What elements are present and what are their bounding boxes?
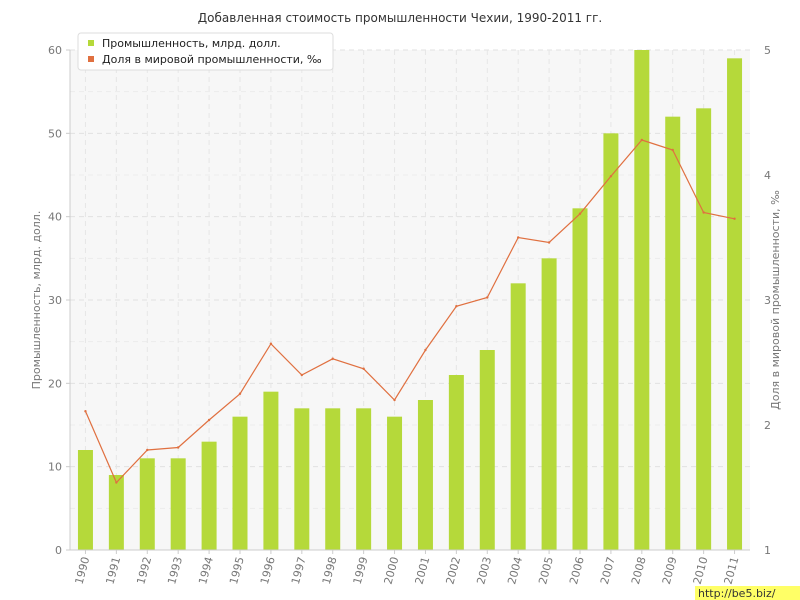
line-series <box>84 138 736 484</box>
left-tick-label: 40 <box>48 211 62 224</box>
bar-1997[interactable] <box>294 408 310 550</box>
bar-2005[interactable] <box>541 258 557 550</box>
right-tick-label: 3 <box>764 294 771 307</box>
right-axis-title: Доля в мировой промышленности, ‰ <box>769 190 782 410</box>
share-point-2000[interactable] <box>393 398 396 402</box>
bar-2004[interactable] <box>510 283 526 550</box>
bar-1993[interactable] <box>170 458 186 550</box>
share-point-2008[interactable] <box>640 138 644 142</box>
bar-1990[interactable] <box>77 450 93 550</box>
bar-1994[interactable] <box>201 441 217 550</box>
share-point-2011[interactable] <box>733 217 736 220</box>
bar-2003[interactable] <box>479 350 495 550</box>
bar-series <box>77 50 743 551</box>
share-point-1997[interactable] <box>300 373 304 377</box>
bar-2000[interactable] <box>387 416 403 550</box>
share-point-1992[interactable] <box>146 448 149 452</box>
bar-1992[interactable] <box>139 458 155 550</box>
share-point-2001[interactable] <box>424 348 427 352</box>
bar-2002[interactable] <box>448 375 464 550</box>
right-axis-ticks: 1 2 3 4 5 <box>764 44 771 557</box>
left-axis-title: Промышленность, млрд. долл. <box>30 211 43 390</box>
bar-2009[interactable] <box>665 116 681 551</box>
bar-2008[interactable] <box>634 50 650 550</box>
share-point-2006[interactable] <box>578 212 582 215</box>
bar-1991[interactable] <box>108 475 124 550</box>
bar-1998[interactable] <box>325 408 341 550</box>
left-tick-label: 30 <box>48 294 62 307</box>
legend-bar-swatch <box>88 40 94 46</box>
legend-item-industry[interactable]: Промышленность, млрд. долл. <box>102 37 281 50</box>
legend: Промышленность, млрд. долл. Доля в миров… <box>77 32 334 71</box>
legend-line-swatch <box>88 56 94 62</box>
bar-1999[interactable] <box>356 408 372 550</box>
bar-2011[interactable] <box>727 58 743 550</box>
share-point-1995[interactable] <box>238 392 242 395</box>
bar-1995[interactable] <box>232 416 248 550</box>
share-point-1990[interactable] <box>84 410 87 413</box>
share-point-2002[interactable] <box>455 305 458 308</box>
legend-item-share[interactable]: Доля в мировой промышленности, ‰ <box>102 53 322 66</box>
share-point-2007[interactable] <box>609 175 613 178</box>
watermark-background <box>695 586 800 600</box>
share-point-2010[interactable] <box>702 211 705 214</box>
right-tick-label: 1 <box>764 544 771 557</box>
watermark-text[interactable]: http://be5.biz/ <box>698 587 776 600</box>
share-point-1991[interactable] <box>115 481 118 484</box>
bar-2001[interactable] <box>417 400 433 550</box>
bar-2010[interactable] <box>696 108 712 550</box>
share-point-2004[interactable] <box>516 236 520 239</box>
left-tick-label: 20 <box>48 377 62 390</box>
share-point-2003[interactable] <box>486 296 489 299</box>
left-tick-label: 60 <box>48 44 62 57</box>
left-tick-label: 50 <box>48 127 62 140</box>
bar-1996[interactable] <box>263 391 279 550</box>
share-point-1996[interactable] <box>269 342 273 345</box>
share-point-1998[interactable] <box>331 357 334 360</box>
share-line[interactable] <box>84 139 735 484</box>
share-point-1993[interactable] <box>176 446 180 449</box>
share-point-1999[interactable] <box>362 367 365 370</box>
chart-title: Добавленная стоимость промышленности Чех… <box>198 11 602 25</box>
right-tick-label: 5 <box>764 44 771 57</box>
share-point-2009[interactable] <box>671 148 674 152</box>
left-axis-ticks: 0 10 20 30 40 50 60 <box>48 44 70 557</box>
right-tick-label: 2 <box>764 419 771 432</box>
watermark: http://be5.biz/ <box>695 586 800 600</box>
left-tick-label: 10 <box>48 461 62 474</box>
left-tick-label: 0 <box>55 544 62 557</box>
share-point-2005[interactable] <box>547 241 551 244</box>
bar-2006[interactable] <box>572 208 588 551</box>
share-point-1994[interactable] <box>207 418 211 422</box>
legend-box <box>77 32 334 71</box>
right-tick-label: 4 <box>764 169 771 182</box>
bar-2007[interactable] <box>603 133 619 551</box>
